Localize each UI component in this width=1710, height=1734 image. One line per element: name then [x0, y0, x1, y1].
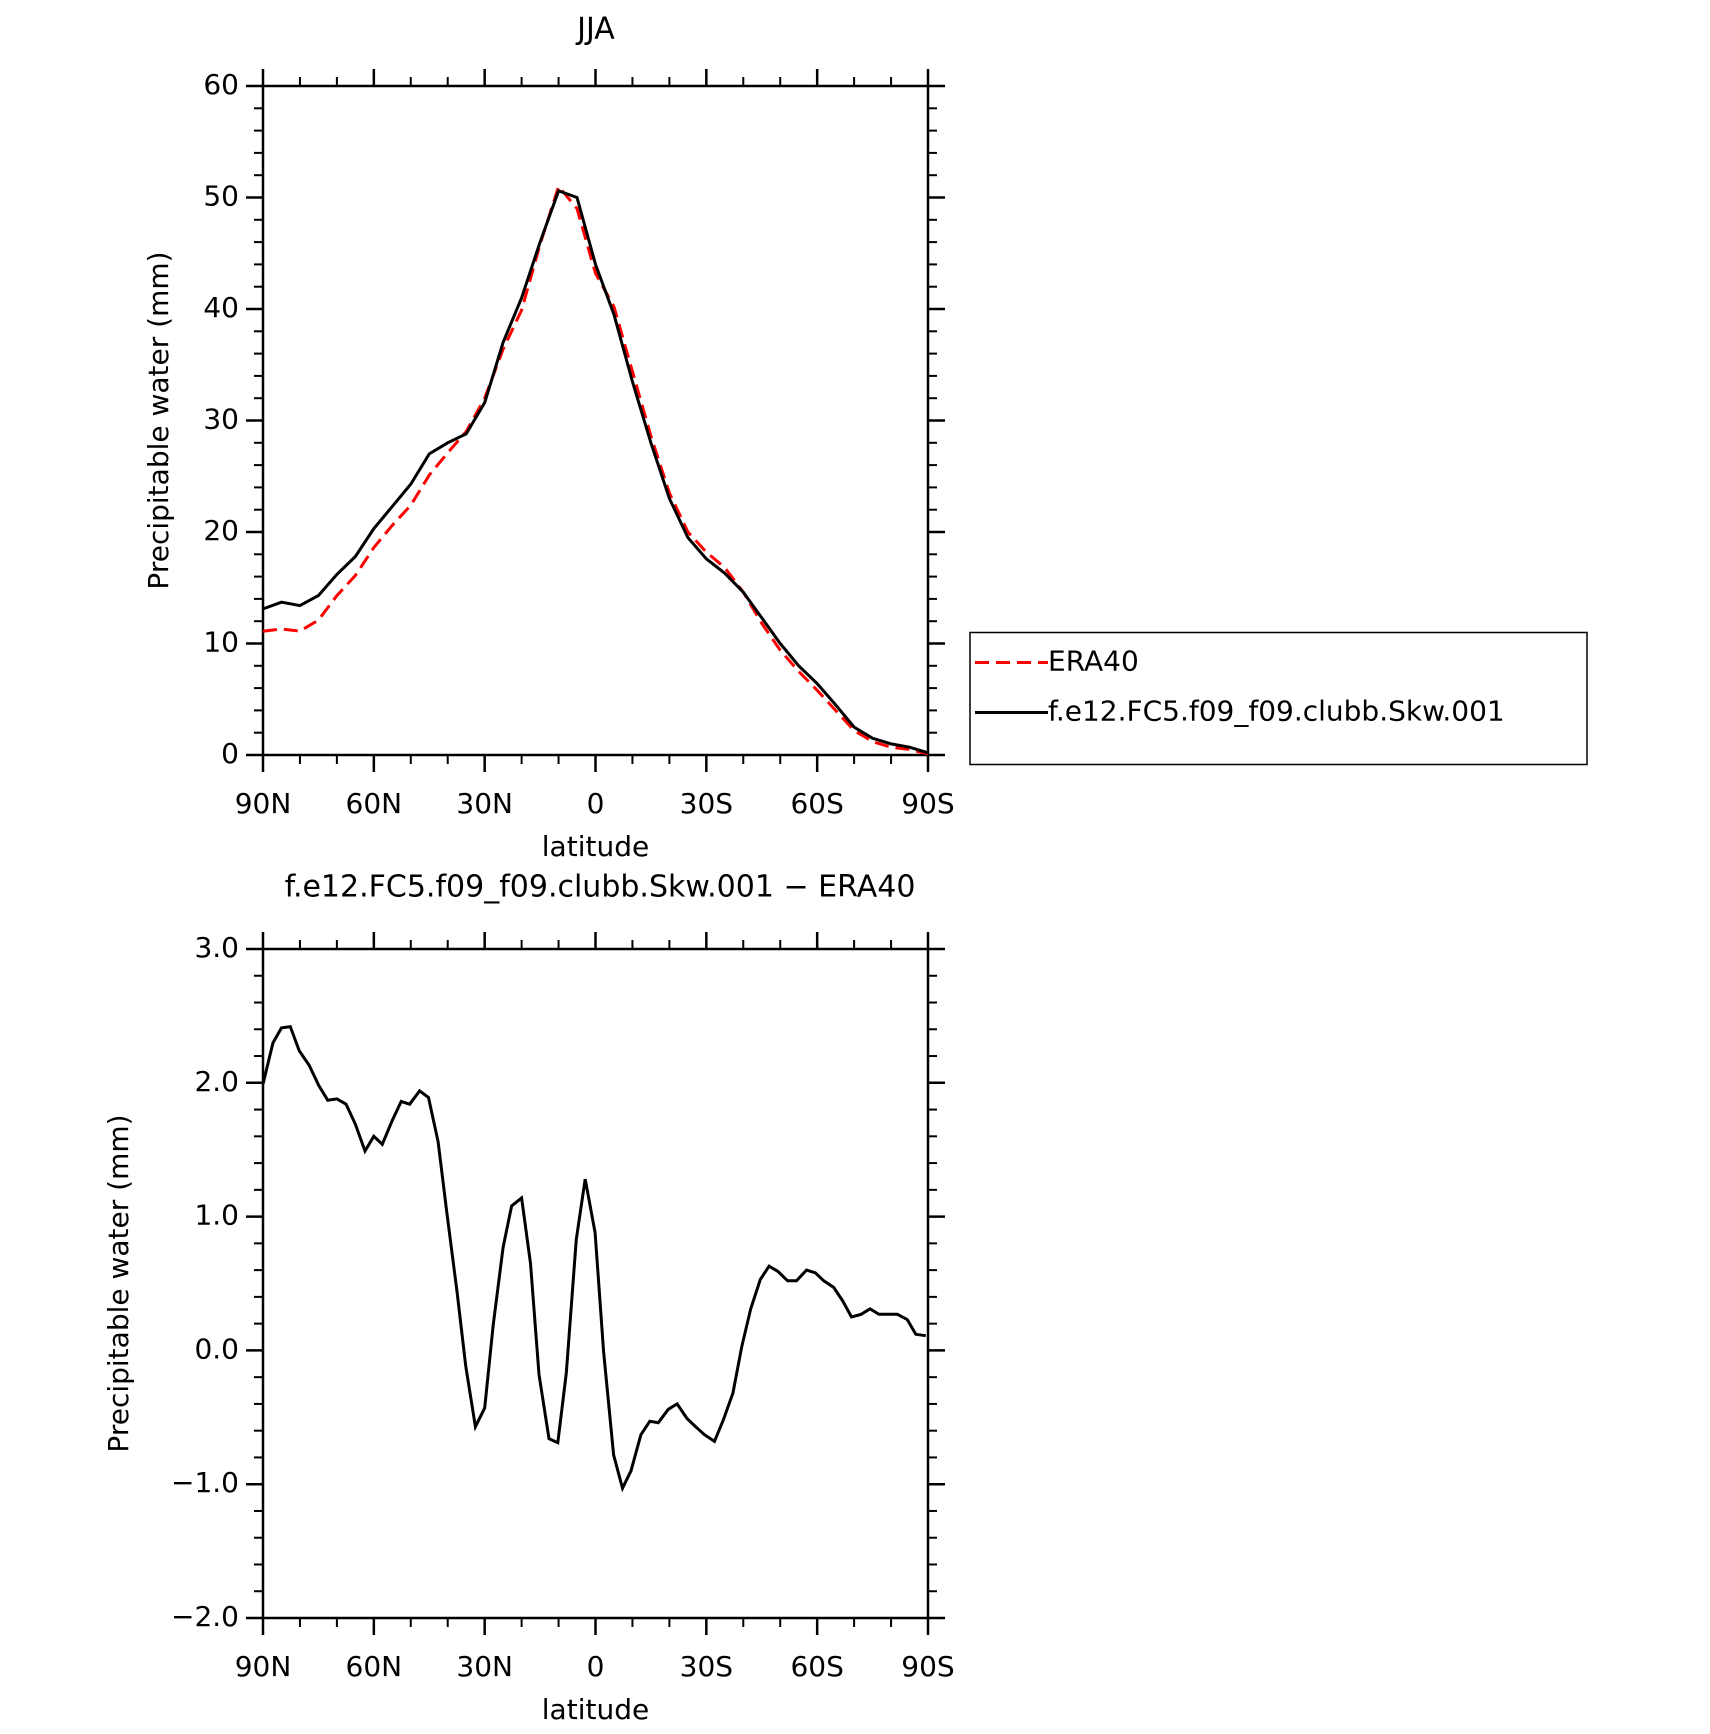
y-axis-label: Precipitable water (mm): [142, 251, 175, 589]
y-tick-label: 0.0: [194, 1332, 239, 1365]
x-tick-label: 90N: [235, 1650, 292, 1683]
legend-box: [969, 631, 1588, 766]
x-tick-label: 90S: [901, 787, 954, 820]
data-line: [261, 1024, 927, 1493]
chart-title: JJA: [575, 12, 615, 47]
x-tick-label: 0: [587, 1650, 605, 1683]
legend-label: f.e12.FC5.f09_f09.clubb.Skw.001: [1048, 695, 1505, 728]
x-tick-label: 60N: [346, 787, 403, 820]
y-tick-label: 40: [203, 291, 239, 324]
legend-label: ERA40: [1048, 645, 1139, 678]
y-tick-label: 3.0: [194, 931, 239, 964]
x-tick-label: 90S: [901, 1650, 954, 1683]
y-tick-label: 30: [203, 403, 239, 436]
x-tick-label: 0: [587, 787, 605, 820]
y-tick-label: −1.0: [171, 1466, 239, 1499]
x-tick-label: 60S: [790, 1650, 843, 1683]
data-line: [262, 188, 929, 755]
x-axis-label: latitude: [542, 830, 649, 863]
y-axis-label: Precipitable water (mm): [102, 1114, 135, 1452]
y-tick-label: 0: [221, 737, 239, 770]
y-tick-label: 2.0: [194, 1065, 239, 1098]
data-line: [262, 183, 929, 756]
y-tick-label: −2.0: [171, 1600, 239, 1633]
y-tick-label: 60: [203, 68, 239, 101]
y-tick-label: 10: [203, 626, 239, 659]
x-tick-label: 30S: [680, 1650, 733, 1683]
x-axis-label: latitude: [542, 1693, 649, 1726]
chart-title: f.e12.FC5.f09_f09.clubb.Skw.001 − ERA40: [285, 870, 916, 905]
x-tick-label: 90N: [235, 787, 292, 820]
x-tick-label: 30N: [456, 1650, 513, 1683]
y-tick-label: 1.0: [194, 1199, 239, 1232]
x-tick-label: 30S: [680, 787, 733, 820]
x-tick-label: 60S: [790, 787, 843, 820]
x-tick-label: 60N: [346, 1650, 403, 1683]
plot-frame: [261, 947, 930, 1620]
y-tick-label: 50: [203, 180, 239, 213]
plot-frame: [261, 84, 930, 757]
x-tick-label: 30N: [456, 787, 513, 820]
y-tick-label: 20: [203, 514, 239, 547]
